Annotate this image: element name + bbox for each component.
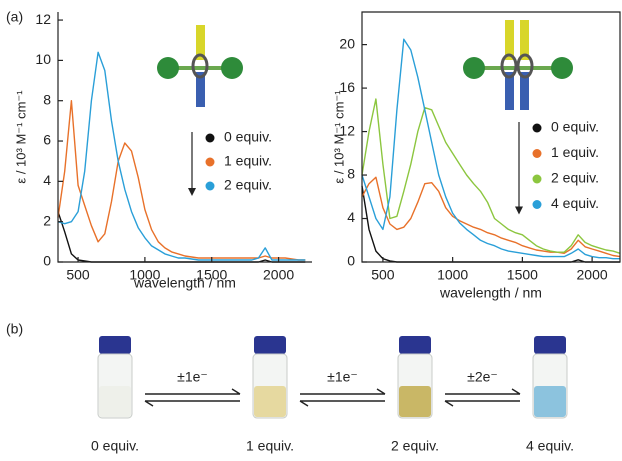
axis [361, 11, 621, 263]
vial-cap [534, 336, 566, 354]
y-tick-label: 0 [43, 253, 51, 269]
legend-marker [532, 200, 542, 209]
vial-label: 0 equiv. [91, 438, 139, 454]
equilibrium-arrow [445, 388, 521, 395]
x-tick-label: 1500 [507, 267, 538, 283]
vial-cap [254, 336, 286, 354]
axis [57, 12, 312, 263]
equilibrium-arrow [145, 388, 241, 395]
legend-marker [205, 181, 215, 191]
vial-cap [399, 336, 431, 354]
panel-label: (b) [6, 321, 23, 337]
x-axis-label: wavelength / nm [133, 275, 236, 291]
legend-marker [205, 157, 215, 167]
legend-label: 1 equiv. [551, 144, 599, 160]
y-tick-label: 20 [339, 35, 355, 51]
molecule-icon [157, 25, 243, 107]
x-tick-label: 500 [66, 267, 90, 283]
x-tick-label: 1000 [129, 267, 160, 283]
spectrum-line [361, 176, 621, 258]
spectrum-line [57, 51, 306, 261]
equilibrium-arrow [300, 388, 386, 395]
legend-arrow-head [188, 188, 196, 196]
transition-label: ±2e⁻ [467, 369, 498, 385]
y-tick-label: 8 [347, 166, 355, 182]
x-tick-label: 1000 [437, 267, 468, 283]
y-tick-label: 6 [43, 132, 51, 148]
legend-label: 2 equiv. [224, 177, 272, 193]
spectrum-line [361, 98, 621, 254]
transition-label: ±1e⁻ [327, 369, 358, 385]
vial-label: 4 equiv. [526, 438, 574, 454]
equilibrium-arrow [299, 400, 385, 407]
molecule-icon [463, 20, 573, 110]
spectrum-line [57, 100, 306, 261]
y-tick-label: 12 [339, 122, 355, 138]
vial-liquid [399, 386, 431, 417]
vial-cap [99, 336, 131, 354]
panel-label: (a) [6, 9, 23, 25]
legend-label: 0 equiv. [551, 119, 599, 135]
legend-label: 0 equiv. [224, 129, 272, 145]
legend-marker [532, 123, 542, 133]
legend-label: 4 equiv. [551, 195, 599, 211]
y-tick-label: 4 [43, 172, 51, 188]
y-axis-label: ε / 10³ M⁻¹ cm⁻¹ [13, 90, 28, 184]
x-tick-label: 500 [371, 267, 395, 283]
vial-liquid [534, 386, 566, 417]
legend-marker [532, 149, 542, 158]
equilibrium-arrow [144, 400, 240, 407]
legend-label: 1 equiv. [224, 153, 272, 169]
legend-label: 2 equiv. [551, 170, 599, 186]
spectrum-line [361, 38, 620, 260]
legend-arrow-head [515, 206, 523, 215]
y-tick-label: 0 [347, 253, 355, 269]
equilibrium-arrow [444, 400, 520, 407]
x-tick-label: 1500 [196, 267, 227, 283]
y-axis-label: ε / 10³ M⁻¹ cm⁻¹ [331, 90, 346, 184]
y-tick-label: 12 [35, 11, 51, 27]
legend-marker [205, 133, 215, 143]
transition-label: ±1e⁻ [177, 369, 208, 385]
legend-marker [532, 174, 542, 184]
y-tick-label: 4 [347, 209, 355, 225]
x-axis-label: wavelength / nm [439, 285, 542, 301]
y-tick-label: 10 [35, 51, 51, 67]
x-tick-label: 2000 [577, 267, 608, 283]
vial-liquid [99, 386, 131, 417]
vial-label: 2 equiv. [391, 438, 439, 454]
vial-liquid [254, 386, 286, 417]
vial-label: 1 equiv. [246, 438, 294, 454]
y-tick-label: 16 [339, 79, 355, 95]
x-tick-label: 2000 [263, 267, 294, 283]
y-tick-label: 8 [43, 91, 51, 107]
y-tick-label: 2 [43, 212, 51, 228]
